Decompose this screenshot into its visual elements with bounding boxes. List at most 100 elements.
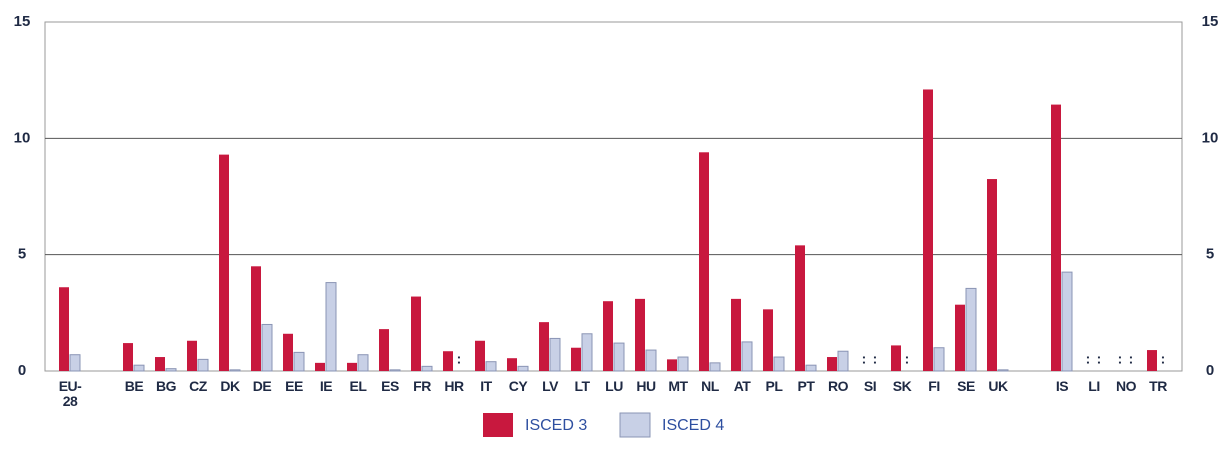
bar (155, 357, 165, 371)
x-tick-label: IE (319, 378, 333, 394)
bar (795, 245, 805, 371)
plot-frame (44, 21, 1183, 372)
bar (69, 354, 81, 372)
bar (475, 340, 485, 371)
bar (421, 365, 433, 372)
bar (283, 333, 293, 371)
x-tick-label: CZ (189, 378, 207, 394)
missing-label: : (457, 351, 462, 367)
legend-swatch (483, 413, 513, 437)
x-tick-label: FR (413, 378, 431, 394)
bar (325, 282, 337, 372)
x-tick-label: IS (1055, 378, 1069, 394)
bar (187, 340, 197, 371)
x-tick-label: BE (124, 378, 144, 394)
bar (507, 358, 517, 371)
legend-label: ISCED 3 (525, 417, 587, 434)
legend-swatch (619, 412, 651, 438)
bar (197, 358, 209, 372)
bar (315, 362, 325, 371)
bar (763, 309, 773, 371)
x-tick-label: DE (252, 378, 272, 394)
missing-label: : (1097, 351, 1102, 367)
bar (773, 356, 785, 372)
x-tick-label: NL (701, 378, 719, 394)
x-tick-label: PT (797, 378, 815, 394)
x-tick-label: BG (156, 378, 177, 394)
missing-label: : (873, 351, 878, 367)
x-tick-label: LT (574, 378, 590, 394)
bar (347, 362, 357, 371)
x-tick-label: PL (765, 378, 783, 394)
bar (635, 298, 645, 371)
bar (699, 152, 709, 371)
bar (1061, 271, 1073, 372)
x-tick-label: CY (508, 378, 528, 394)
missing-label: : (1118, 351, 1123, 367)
x-tick-label: EE (285, 378, 303, 394)
bar (645, 349, 657, 372)
bar (133, 364, 145, 372)
bar (741, 341, 753, 372)
bar (997, 369, 1009, 372)
x-tick-label: IT (480, 378, 492, 394)
x-tick-label: SI (863, 378, 877, 394)
y-tick-label-right: 15 (1202, 13, 1219, 30)
bar (517, 365, 529, 372)
bar (933, 347, 945, 372)
x-tick-label: DK (220, 378, 240, 394)
x-tick-label: LV (542, 378, 558, 394)
bar (827, 357, 837, 371)
x-tick-label: FI (928, 378, 940, 394)
bar (613, 342, 625, 372)
x-tick-label: MT (668, 378, 688, 394)
x-tick-label: SK (892, 378, 912, 394)
missing-label: : (1129, 351, 1134, 367)
x-tick-label: HR (444, 378, 464, 394)
bar (485, 361, 497, 372)
y-tick-label: 15 (14, 13, 31, 30)
bar (59, 287, 69, 371)
x-tick-label: LU (605, 378, 623, 394)
bar (667, 359, 677, 371)
bar (571, 347, 581, 371)
bar (923, 89, 933, 372)
y-tick-label: 5 (18, 246, 26, 263)
x-tick-label: ES (381, 378, 399, 394)
bar (443, 351, 453, 371)
missing-label: : (1086, 351, 1091, 367)
x-tick-label: AT (733, 378, 751, 394)
x-tick-label: HU (636, 378, 656, 394)
missing-label: : (862, 351, 867, 367)
x-tick-label: LI (1088, 378, 1100, 394)
bar (1147, 350, 1157, 371)
bar (411, 296, 421, 371)
bar (539, 322, 549, 371)
bar (251, 266, 261, 371)
bar (891, 345, 901, 371)
bar (549, 337, 561, 372)
x-tick-label: TR (1149, 378, 1167, 394)
bar (987, 179, 997, 371)
bar (165, 368, 177, 372)
bar (261, 323, 273, 372)
x-tick-label: SE (957, 378, 975, 394)
bar (357, 354, 369, 372)
y-tick-label: 0 (18, 362, 26, 379)
y-tick-label-right: 5 (1206, 246, 1214, 263)
bar (581, 333, 593, 372)
bar (293, 351, 305, 372)
bar (219, 154, 229, 371)
legend-label: ISCED 4 (662, 417, 724, 434)
x-tick-label: EL (349, 378, 367, 394)
bar (603, 301, 613, 371)
x-tick-label: RO (828, 378, 849, 394)
missing-label: : (1161, 351, 1166, 367)
x-tick-label: NO (1116, 378, 1137, 394)
y-tick-label-right: 0 (1206, 362, 1214, 379)
bar (123, 343, 133, 371)
y-tick-label: 10 (14, 129, 31, 146)
bar (389, 369, 401, 372)
